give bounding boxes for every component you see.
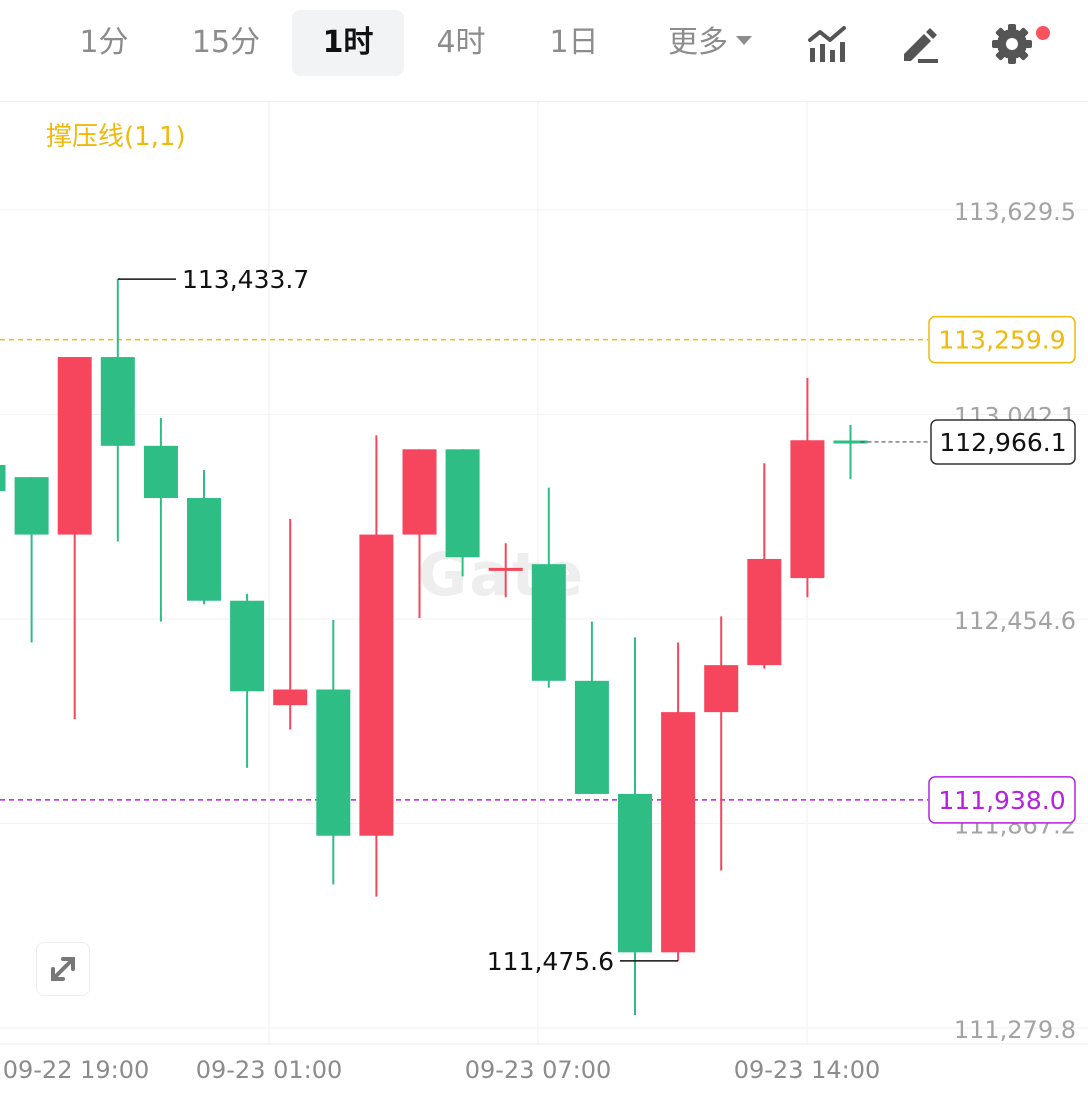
expand-icon (51, 957, 75, 981)
y-tick-label: 113,629.5 (954, 198, 1076, 226)
candle-body (0, 464, 6, 492)
indicator-label: 撑压线(1,1) (46, 122, 186, 152)
y-tick-label: 111,279.8 (954, 1016, 1076, 1044)
support-label: 111,938.0 (938, 786, 1065, 815)
candle-body (402, 449, 437, 535)
candle-body (790, 440, 825, 579)
candle-body (100, 357, 135, 446)
candle-body (57, 357, 92, 535)
tab-4hour[interactable]: 4时 (436, 25, 486, 60)
indicator-chart-icon[interactable] (806, 22, 850, 66)
timeframe-toolbar: 1分 15分 1时 4时 1日 更多 (0, 0, 1088, 96)
candle-body (704, 665, 739, 713)
candle-body (747, 558, 782, 666)
toolbar-divider (0, 101, 1088, 102)
tab-1hour[interactable]: 1时 (292, 10, 404, 76)
candle-body (143, 445, 178, 499)
candle-body (230, 600, 265, 692)
tab-15min[interactable]: 15分 (191, 25, 261, 60)
settings-gear-icon[interactable] (990, 22, 1034, 66)
candle-body (187, 498, 221, 601)
candlestick-chart[interactable]: 113,629.5113,042.1112,454.6111,867.2111,… (0, 102, 1088, 1102)
expand-button[interactable] (36, 942, 90, 996)
x-tick-label: 09-23 07:00 (465, 1056, 612, 1084)
tab-more[interactable]: 更多 (650, 10, 770, 76)
chevron-down-icon (736, 36, 752, 45)
candle-body (316, 689, 351, 836)
draw-pencil-icon[interactable] (898, 22, 942, 66)
candle-body (661, 712, 696, 953)
last-price-label: 112,966.1 (939, 428, 1066, 457)
candle-body (445, 449, 480, 558)
tab-1min[interactable]: 1分 (79, 25, 129, 60)
y-tick-label: 112,454.6 (954, 607, 1076, 635)
x-tick-label: 09-23 01:00 (196, 1056, 343, 1084)
support-label-box (928, 776, 1076, 824)
tab-1day[interactable]: 1日 (549, 25, 599, 60)
resistance-label: 113,259.9 (938, 326, 1065, 355)
candle-body (574, 680, 609, 794)
high-marker-label: 113,433.7 (182, 265, 309, 294)
candle-body (273, 689, 308, 706)
tab-more-label: 更多 (668, 25, 728, 60)
candle-body (531, 564, 566, 681)
candle-body (359, 534, 394, 836)
last-price-label-box (930, 419, 1076, 465)
resistance-label-box (928, 315, 1076, 364)
x-tick-label: 09-22 19:00 (3, 1056, 150, 1084)
candle-body (618, 793, 652, 953)
x-tick-label: 09-23 14:00 (734, 1056, 881, 1084)
notification-dot (1036, 26, 1050, 40)
low-marker-label: 111,475.6 (487, 947, 614, 976)
candle-body (14, 477, 49, 535)
